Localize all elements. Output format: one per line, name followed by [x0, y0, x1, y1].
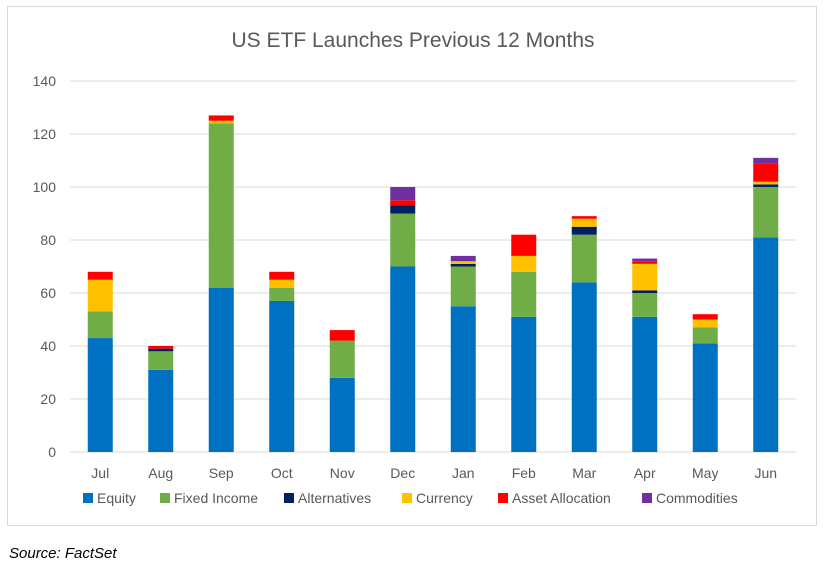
x-axis-ticks: Jul Aug Sep Oct Nov Dec Jan Feb Mar Apr May Jun: [91, 465, 777, 481]
bar-segment: [87, 271, 113, 280]
x-tick-label: Apr: [634, 465, 656, 481]
bar-segment: [450, 255, 476, 262]
x-tick-label: Dec: [390, 465, 415, 481]
legend: Equity Fixed Income Alternatives Currency As…: [83, 490, 738, 506]
legend-swatch: [402, 493, 412, 503]
legend-swatch: [160, 493, 170, 503]
bar-segment: [511, 234, 537, 256]
y-tick-label: 60: [40, 285, 56, 301]
legend-label: Asset Allocation: [512, 490, 611, 506]
legend-label: Equity: [97, 490, 136, 506]
bar-segment: [208, 120, 234, 124]
bar-segment: [571, 234, 597, 283]
bar-segment: [269, 271, 295, 280]
y-tick-label: 0: [48, 444, 56, 460]
bar-segment: [390, 200, 416, 206]
bar-segment: [208, 287, 234, 452]
bar-segment: [450, 306, 476, 452]
bar-segment: [692, 314, 718, 320]
bar-segment: [87, 338, 113, 452]
legend-label: Fixed Income: [174, 490, 258, 506]
x-tick-label: Jul: [91, 465, 109, 481]
legend-swatch: [498, 493, 508, 503]
x-tick-label: Mar: [572, 465, 596, 481]
chart-title: US ETF Launches Previous 12 Months: [231, 29, 594, 52]
bar-segment: [511, 316, 537, 452]
bar-segment: [390, 187, 416, 201]
bar-segment: [753, 181, 779, 185]
bar-segment: [632, 258, 658, 262]
bar-segment: [148, 351, 174, 370]
legend-label: Alternatives: [298, 490, 371, 506]
bar-segment: [148, 346, 174, 349]
legend-swatch: [284, 493, 294, 503]
bar-segment: [269, 300, 295, 452]
bar-segment: [450, 261, 476, 264]
bar-segment: [753, 184, 779, 187]
y-tick-label: 20: [40, 391, 56, 407]
bar-segment: [571, 282, 597, 452]
stacked-bar-chart: US ETF Launches Previous 12 Months 0 20 40…: [33, 29, 796, 506]
bar-segment: [632, 290, 658, 293]
bar-segment: [511, 255, 537, 272]
bar-segment: [632, 316, 658, 452]
source-note: Source: FactSet: [9, 545, 117, 562]
y-tick-label: 120: [33, 126, 57, 142]
bar-segment: [753, 187, 779, 238]
x-tick-label: Oct: [271, 465, 293, 481]
bar-segment: [571, 216, 597, 219]
bar-segment: [753, 237, 779, 452]
bar-segment: [753, 163, 779, 182]
bar-segment: [450, 266, 476, 307]
bar-segment: [692, 327, 718, 344]
bar-segment: [87, 279, 113, 312]
bar-segment: [753, 157, 779, 164]
bar-segment: [692, 319, 718, 328]
bar-segment: [148, 348, 174, 352]
bar-segment: [511, 271, 537, 317]
bar-segment: [269, 287, 295, 301]
legend-label: Commodities: [656, 490, 738, 506]
y-tick-label: 100: [33, 179, 57, 195]
gridlines: [70, 80, 796, 453]
bar-segment: [269, 279, 295, 288]
bar-segment: [571, 226, 597, 235]
legend-swatch: [83, 493, 93, 503]
bar-segment: [571, 218, 597, 227]
x-tick-label: Nov: [330, 465, 355, 481]
x-tick-label: May: [692, 465, 718, 481]
x-tick-label: Aug: [148, 465, 173, 481]
x-tick-label: Jan: [452, 465, 475, 481]
bar-segment: [208, 123, 234, 288]
bar-segment: [390, 205, 416, 214]
bar-segment: [390, 266, 416, 452]
legend-label: Currency: [416, 490, 473, 506]
y-tick-label: 140: [33, 73, 57, 89]
chart-frame: US ETF Launches Previous 12 Months 0 20 40…: [7, 6, 817, 526]
bar-segment: [692, 343, 718, 452]
y-tick-label: 40: [40, 338, 56, 354]
y-axis-ticks: 0 20 40 60 80 100 120 140: [33, 73, 57, 460]
bar-segment: [329, 330, 355, 341]
x-tick-label: Sep: [209, 465, 234, 481]
bar-segment: [450, 263, 476, 267]
bar-segment: [632, 261, 658, 264]
legend-swatch: [642, 493, 652, 503]
x-tick-label: Jun: [754, 465, 777, 481]
bar-segment: [329, 377, 355, 452]
y-tick-label: 80: [40, 232, 56, 248]
bar-segment: [329, 340, 355, 378]
bar-segment: [632, 263, 658, 291]
bar-segment: [208, 115, 234, 121]
x-tick-label: Feb: [512, 465, 536, 481]
bar-segment: [87, 311, 113, 339]
bars: [87, 115, 779, 452]
bar-segment: [390, 213, 416, 267]
bar-segment: [632, 293, 658, 317]
bar-segment: [148, 369, 174, 452]
